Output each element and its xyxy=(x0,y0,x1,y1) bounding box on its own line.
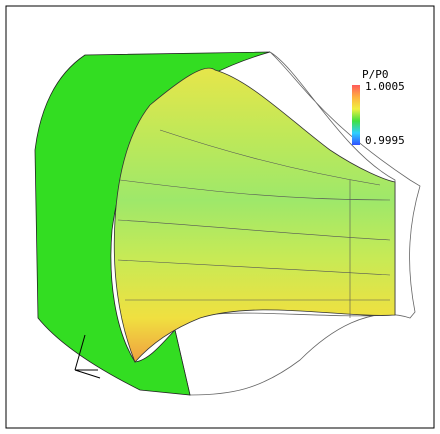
colorbar xyxy=(352,85,360,145)
page: {"colorbar": {"title": "P/P0", "max_labe… xyxy=(0,0,440,434)
colorbar-max: 1.0005 xyxy=(365,80,405,93)
colorbar-min: 0.9995 xyxy=(365,134,405,147)
plot: P/P0 1.0005 0.9995 xyxy=(0,0,440,434)
